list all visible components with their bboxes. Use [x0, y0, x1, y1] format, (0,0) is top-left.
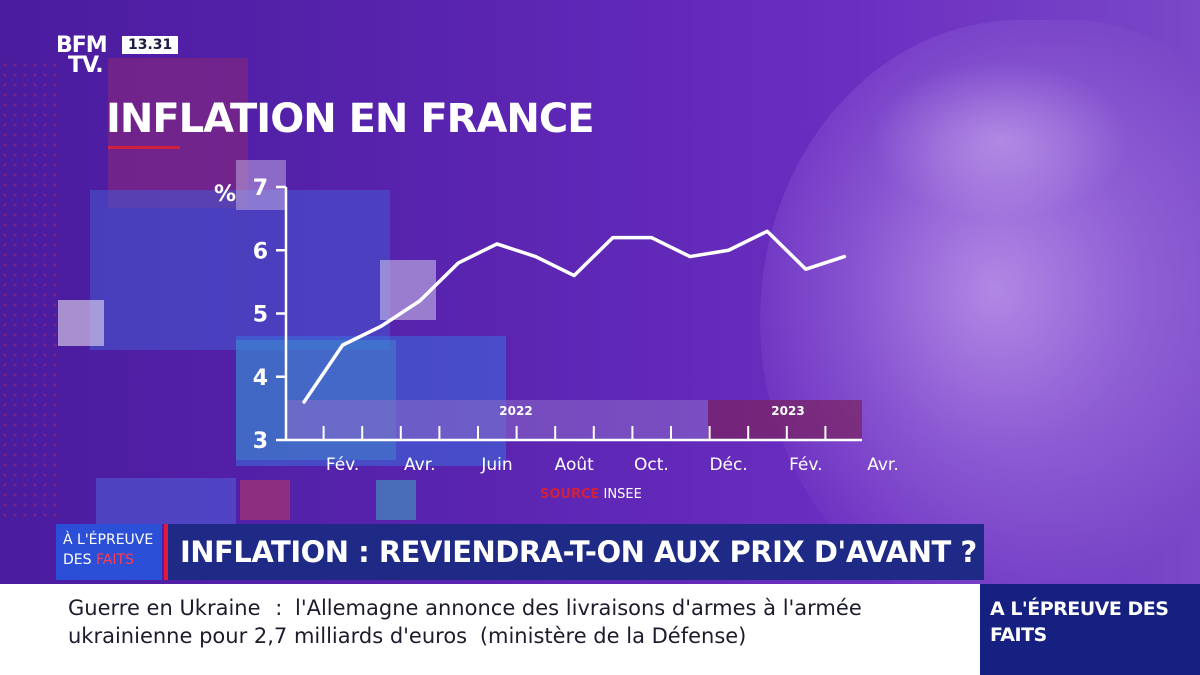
y-tick-label: 7 — [253, 176, 268, 201]
y-tick-label: 3 — [253, 429, 268, 454]
ticker-line-2: ukrainienne pour 2,7 milliards d'euros (… — [68, 624, 746, 648]
background-portrait-highlight — [870, 60, 1130, 220]
ticker-text-1: l'Allemagne annonce des livraisons d'arm… — [295, 596, 862, 620]
title-underline — [108, 146, 180, 149]
y-tick-label: 5 — [253, 303, 268, 328]
y-tick-label: 6 — [253, 239, 268, 264]
period-band-2022 — [286, 400, 708, 440]
headline: INFLATION : REVIENDRA-T-ON AUX PRIX D'AV… — [168, 524, 984, 580]
logo-line-1: BFM — [56, 33, 108, 58]
x-tick-label: Avr. — [404, 455, 436, 475]
news-ticker — [0, 584, 980, 675]
source-label: SOURCE — [540, 487, 600, 502]
background-portrait — [760, 20, 1200, 620]
x-tick-label: Oct. — [634, 455, 669, 475]
background-block — [96, 478, 236, 524]
ticker-text-2: ukrainienne pour 2,7 milliards d'euros — [68, 624, 468, 648]
background-block — [90, 190, 390, 350]
x-tick-label: Août — [555, 455, 595, 475]
ticker-side-line-2: FAITS — [990, 624, 1047, 646]
ticker-separator: : — [275, 596, 283, 620]
segment-tag: À L'ÉPREUVE DES FAITS — [56, 524, 162, 580]
ticker-topic: Guerre en Ukraine — [68, 596, 261, 620]
logo-line-2: TV. — [68, 53, 104, 78]
ticker-line-1: Guerre en Ukraine : l'Allemagne annonce … — [68, 596, 862, 620]
y-axis-unit: % — [214, 182, 236, 207]
background-block — [240, 480, 290, 520]
chart-title: INFLATION EN FRANCE — [106, 96, 595, 142]
background-block — [108, 58, 248, 208]
segment-tag-des: DES — [63, 552, 96, 568]
segment-tag-line-1: À L'ÉPREUVE — [63, 532, 154, 548]
background-block — [376, 480, 416, 520]
x-tick-label: Déc. — [709, 455, 747, 475]
source-name: INSEE — [603, 487, 642, 502]
period-band-label: 2023 — [771, 404, 804, 418]
ticker-attribution: (ministère de la Défense) — [479, 624, 747, 648]
segment-tag-line-2: DES FAITS — [63, 550, 162, 570]
x-tick-label: Juin — [480, 455, 512, 475]
channel-logo: BFM TV. — [56, 33, 118, 78]
background-block — [58, 300, 104, 346]
y-tick-label: 4 — [253, 366, 268, 391]
x-tick-label: Fév. — [789, 455, 822, 475]
chart-source: SOURCE INSEE — [540, 487, 642, 502]
x-tick-label: Fév. — [326, 455, 359, 475]
ticker-side-label: A L'ÉPREUVE DES FAITS — [980, 584, 1200, 675]
headline-separator — [164, 524, 168, 580]
clock: 13.31 — [122, 36, 179, 54]
segment-tag-faits: FAITS — [95, 552, 134, 568]
period-band-label: 2022 — [499, 404, 532, 418]
period-band-2023 — [708, 400, 862, 440]
x-tick-label: Avr. — [867, 455, 899, 475]
ticker-side-line-1: A L'ÉPREUVE DES — [990, 598, 1169, 620]
inflation-series-line — [302, 229, 847, 404]
background-dot-pattern — [0, 60, 60, 520]
background-block — [236, 160, 286, 210]
